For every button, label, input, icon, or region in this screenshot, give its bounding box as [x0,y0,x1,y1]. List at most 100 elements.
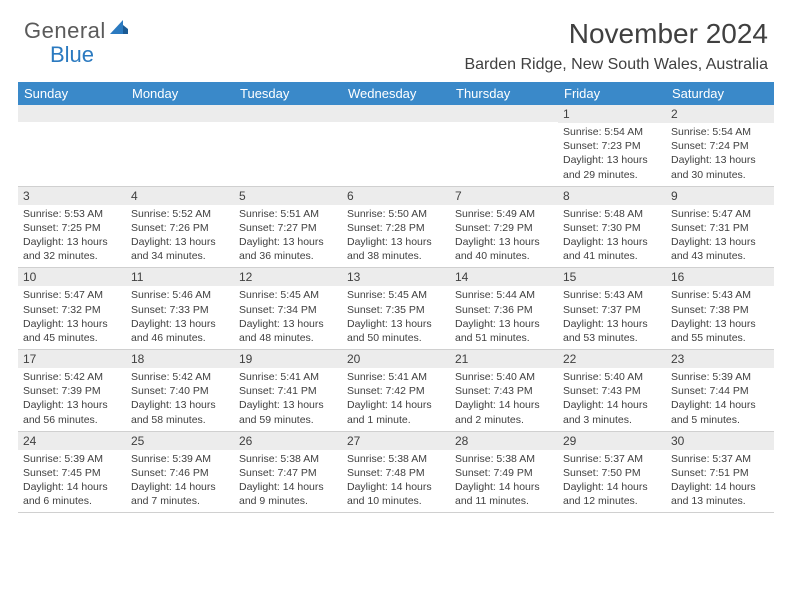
day-content: Sunrise: 5:39 AMSunset: 7:46 PMDaylight:… [126,450,234,513]
daylight-text: Daylight: 14 hours and 10 minutes. [347,480,445,508]
day-number: 24 [18,432,126,450]
day-number: 4 [126,187,234,205]
sunrise-text: Sunrise: 5:47 AM [23,288,121,302]
calendar-cell: 28Sunrise: 5:38 AMSunset: 7:49 PMDayligh… [450,432,558,513]
sunset-text: Sunset: 7:35 PM [347,303,445,317]
calendar-row: 17Sunrise: 5:42 AMSunset: 7:39 PMDayligh… [18,350,774,432]
day-content: Sunrise: 5:37 AMSunset: 7:50 PMDaylight:… [558,450,666,513]
day-number: 23 [666,350,774,368]
calendar-cell: 29Sunrise: 5:37 AMSunset: 7:50 PMDayligh… [558,432,666,513]
sunrise-text: Sunrise: 5:51 AM [239,207,337,221]
day-number [234,105,342,122]
day-content: Sunrise: 5:52 AMSunset: 7:26 PMDaylight:… [126,205,234,268]
sunrise-text: Sunrise: 5:40 AM [563,370,661,384]
day-content: Sunrise: 5:40 AMSunset: 7:43 PMDaylight:… [558,368,666,431]
calendar-cell: 1Sunrise: 5:54 AMSunset: 7:23 PMDaylight… [558,105,666,186]
sunrise-text: Sunrise: 5:48 AM [563,207,661,221]
sunset-text: Sunset: 7:49 PM [455,466,553,480]
daylight-text: Daylight: 13 hours and 29 minutes. [563,153,661,181]
header: General November 2024 Barden Ridge, New … [0,0,792,82]
day-number: 21 [450,350,558,368]
sunrise-text: Sunrise: 5:43 AM [563,288,661,302]
sunrise-text: Sunrise: 5:39 AM [23,452,121,466]
day-number: 11 [126,268,234,286]
day-content: Sunrise: 5:40 AMSunset: 7:43 PMDaylight:… [450,368,558,431]
sunrise-text: Sunrise: 5:54 AM [671,125,769,139]
day-content: Sunrise: 5:38 AMSunset: 7:49 PMDaylight:… [450,450,558,513]
day-content: Sunrise: 5:50 AMSunset: 7:28 PMDaylight:… [342,205,450,268]
title-block: November 2024 Barden Ridge, New South Wa… [464,18,768,78]
sunrise-text: Sunrise: 5:45 AM [347,288,445,302]
sunrise-text: Sunrise: 5:44 AM [455,288,553,302]
day-number: 13 [342,268,450,286]
sunset-text: Sunset: 7:29 PM [455,221,553,235]
daylight-text: Daylight: 14 hours and 9 minutes. [239,480,337,508]
calendar-row: 3 Sunrise: 5:53 AMSunset: 7:25 PM Daylight… [18,187,774,269]
sunrise-text: Sunrise: 5:42 AM [131,370,229,384]
daylight-text: Daylight: 13 hours and 53 minutes. [563,317,661,345]
day-number: 15 [558,268,666,286]
calendar-cell: 8Sunrise: 5:48 AMSunset: 7:30 PMDaylight… [558,187,666,268]
calendar-row: 24Sunrise: 5:39 AMSunset: 7:45 PMDayligh… [18,432,774,514]
sunrise-text: Sunrise: 5:39 AM [671,370,769,384]
daylight-text: Daylight: 14 hours and 3 minutes. [563,398,661,426]
sunrise-text: Sunrise: 5:41 AM [239,370,337,384]
weekday-header: Thursday [450,82,558,105]
calendar-cell: 24Sunrise: 5:39 AMSunset: 7:45 PMDayligh… [18,432,126,513]
weekday-header: Saturday [666,82,774,105]
daylight-text: Daylight: 14 hours and 12 minutes. [563,480,661,508]
sunset-text: Sunset: 7:27 PM [239,221,337,235]
day-number: 3 [18,187,126,205]
calendar-cell [450,105,558,186]
logo-triangle-icon [110,20,128,34]
logo-text-gray: General [24,18,106,44]
calendar-cell: 26Sunrise: 5:38 AMSunset: 7:47 PMDayligh… [234,432,342,513]
day-number: 5 [234,187,342,205]
daylight-text: Daylight: 13 hours and 40 minutes. [455,235,553,263]
daylight-text: Daylight: 13 hours and 41 minutes. [563,235,661,263]
day-number: 9 [666,187,774,205]
day-content: Sunrise: 5:48 AMSunset: 7:30 PMDaylight:… [558,205,666,268]
sunset-text: Sunset: 7:26 PM [131,221,229,235]
calendar-cell: 4Sunrise: 5:52 AMSunset: 7:26 PMDaylight… [126,187,234,268]
daylight-text: Daylight: 13 hours and 45 minutes. [23,317,121,345]
day-number: 10 [18,268,126,286]
sunset-text: Sunset: 7:39 PM [23,384,121,398]
calendar-cell: 22Sunrise: 5:40 AMSunset: 7:43 PMDayligh… [558,350,666,431]
day-content: Sunrise: 5:44 AMSunset: 7:36 PMDaylight:… [450,286,558,349]
sunrise-text: Sunrise: 5:38 AM [347,452,445,466]
sunset-text: Sunset: 7:44 PM [671,384,769,398]
day-content: Sunrise: 5:39 AMSunset: 7:44 PMDaylight:… [666,368,774,431]
sunset-text: Sunset: 7:30 PM [563,221,661,235]
day-content: Sunrise: 5:43 AMSunset: 7:37 PMDaylight:… [558,286,666,349]
day-content: Sunrise: 5:41 AMSunset: 7:42 PMDaylight:… [342,368,450,431]
calendar-cell: 6Sunrise: 5:50 AMSunset: 7:28 PMDaylight… [342,187,450,268]
daylight-text: Daylight: 13 hours and 36 minutes. [239,235,337,263]
calendar-cell: 19Sunrise: 5:41 AMSunset: 7:41 PMDayligh… [234,350,342,431]
calendar-cell [18,105,126,186]
daylight-text: Daylight: 14 hours and 13 minutes. [671,480,769,508]
sunrise-text: Sunrise: 5:49 AM [455,207,553,221]
weekday-header: Friday [558,82,666,105]
sunset-text: Sunset: 7:46 PM [131,466,229,480]
sunrise-text: Sunrise: 5:43 AM [671,288,769,302]
day-number: 14 [450,268,558,286]
calendar-row: 1Sunrise: 5:54 AMSunset: 7:23 PMDaylight… [18,105,774,187]
daylight-text: Daylight: 13 hours and 58 minutes. [131,398,229,426]
sunset-text: Sunset: 7:25 PM [23,221,121,235]
sunset-text: Sunset: 7:48 PM [347,466,445,480]
sunset-text: Sunset: 7:34 PM [239,303,337,317]
calendar: SundayMondayTuesdayWednesdayThursdayFrid… [0,82,792,513]
calendar-cell: 11Sunrise: 5:46 AMSunset: 7:33 PMDayligh… [126,268,234,349]
day-content: Sunrise: 5:46 AMSunset: 7:33 PMDaylight:… [126,286,234,349]
sunrise-text: Sunrise: 5:53 AM [23,207,121,221]
logo: General [24,18,130,44]
daylight-text: Daylight: 14 hours and 1 minute. [347,398,445,426]
calendar-cell: 13Sunrise: 5:45 AMSunset: 7:35 PMDayligh… [342,268,450,349]
sunrise-text: Sunrise: 5:39 AM [131,452,229,466]
day-number: 20 [342,350,450,368]
sunrise-text: Sunrise: 5:41 AM [347,370,445,384]
day-number: 29 [558,432,666,450]
day-content: Sunrise: 5:47 AMSunset: 7:32 PMDaylight:… [18,286,126,349]
sunset-text: Sunset: 7:36 PM [455,303,553,317]
